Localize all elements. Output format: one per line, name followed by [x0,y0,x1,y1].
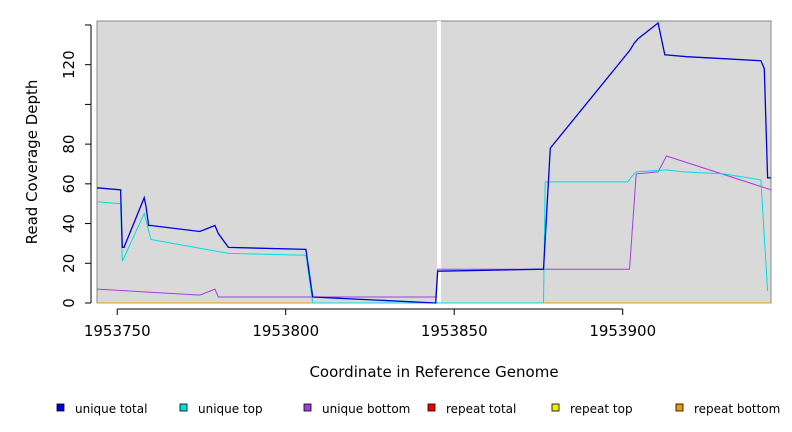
legend-label: repeat total [446,402,516,416]
y-axis-title: Read Coverage Depth [23,80,41,245]
plot-area [96,20,772,304]
x-tick-label: 1953750 [84,322,151,340]
legend-swatch [56,403,65,412]
legend-swatch [427,403,436,412]
y-tick-label: 120 [60,50,78,79]
series-line-unique-total [96,21,771,304]
y-tick-label: 80 [60,135,78,154]
x-tick-label: 1953800 [252,322,319,340]
legend-label: repeat bottom [694,402,780,416]
x-tick-label: 1953900 [589,322,656,340]
x-tick-label: 1953850 [421,322,488,340]
legend-label: unique bottom [322,402,410,416]
legend-swatch [179,403,188,412]
y-tick-label: 0 [60,298,78,308]
y-tick-label: 20 [60,254,78,273]
series-line-unique-top [96,169,769,304]
legend-label: unique top [198,402,263,416]
legend-label: unique total [75,402,147,416]
y-tick-label: 60 [60,174,78,193]
legend-swatch [303,403,312,412]
legend-swatch [675,403,684,412]
legend-swatch [551,403,560,412]
x-axis-title: Coordinate in Reference Genome [309,363,558,381]
y-tick-label: 40 [60,214,78,233]
legend-label: repeat top [570,402,633,416]
